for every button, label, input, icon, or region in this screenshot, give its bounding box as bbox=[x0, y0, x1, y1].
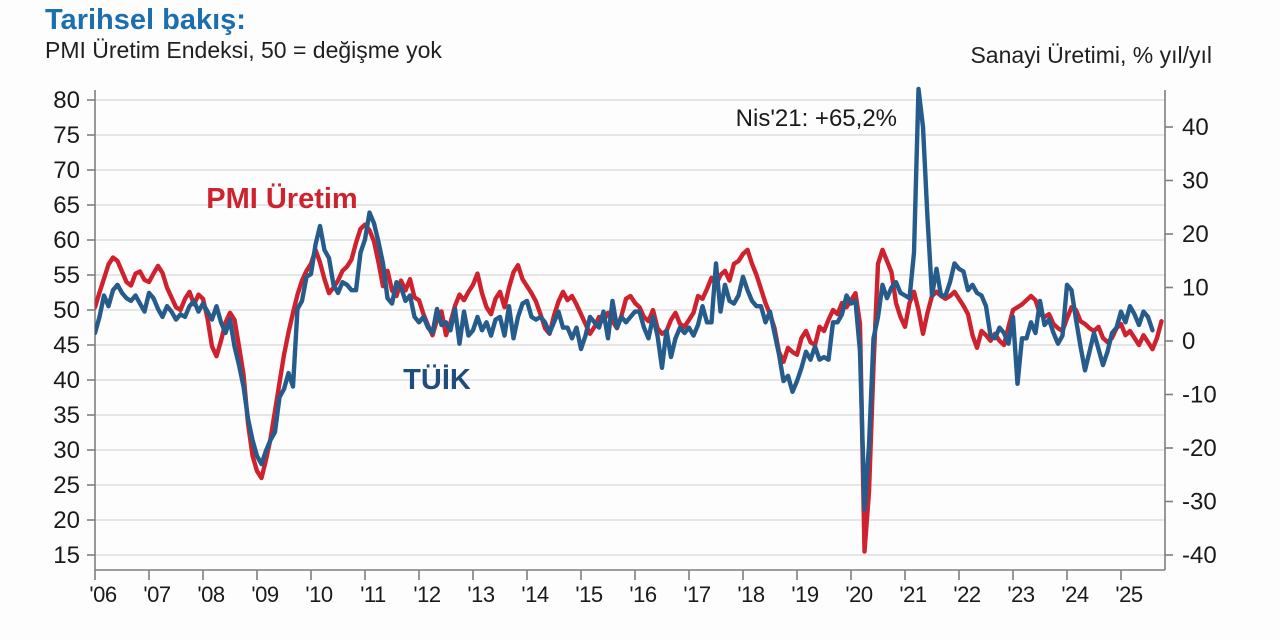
x-axis-tick: '21 bbox=[899, 582, 926, 607]
right-axis-tick: 20 bbox=[1182, 221, 1209, 248]
x-axis-tick: '14 bbox=[521, 582, 548, 607]
x-axis-tick: '11 bbox=[360, 582, 386, 607]
right-axis-tick: 0 bbox=[1182, 328, 1195, 355]
left-axis-tick: 50 bbox=[53, 297, 80, 324]
left-axis-tick: 75 bbox=[53, 122, 80, 149]
left-axis-tick: 60 bbox=[53, 227, 80, 254]
gridlines bbox=[95, 99, 1165, 556]
series-lines bbox=[95, 86, 1164, 554]
x-axis-tick: '17 bbox=[683, 582, 710, 607]
right-axis-tick: -10 bbox=[1182, 382, 1217, 409]
x-axis-tick: '13 bbox=[467, 582, 494, 607]
axis-tick-labels: 80 75 70 65 60 55 50 45 40 35 30 25 20 15 40 30 20 10 0 -10… bbox=[53, 87, 1216, 607]
x-axis-tick: '15 bbox=[575, 582, 602, 607]
x-axis-tick: '22 bbox=[953, 582, 980, 607]
left-axis-tick: 20 bbox=[53, 507, 80, 534]
right-axis-tick: -30 bbox=[1182, 489, 1217, 516]
x-axis-tick: '08 bbox=[197, 582, 224, 607]
series-line-tuik bbox=[95, 86, 1155, 512]
left-axis-tick: 15 bbox=[53, 542, 80, 569]
left-axis-tick: 70 bbox=[53, 157, 80, 184]
left-axis-tick: 45 bbox=[53, 332, 80, 359]
right-axis-tick: -40 bbox=[1182, 542, 1217, 569]
x-axis-tick: '20 bbox=[845, 582, 872, 607]
x-axis-tick: '12 bbox=[413, 582, 440, 607]
left-axis-tick: 25 bbox=[53, 472, 80, 499]
right-axis-tick: 40 bbox=[1182, 114, 1209, 141]
left-axis-subtitle: PMI Üretim Endeksi, 50 = değişme yok bbox=[45, 37, 442, 63]
x-axis-tick: '25 bbox=[1115, 582, 1142, 607]
right-axis-tick: 30 bbox=[1182, 168, 1209, 195]
right-axis-title: Sanayi Üretimi, % yıl/yıl bbox=[970, 42, 1212, 68]
apr21-spike-annotation: Nis'21: +65,2% bbox=[736, 105, 897, 132]
left-axis-tick: 30 bbox=[53, 437, 80, 464]
left-axis-tick: 35 bbox=[53, 402, 80, 429]
left-axis-tick: 40 bbox=[53, 367, 80, 394]
left-axis-tick: 80 bbox=[53, 87, 80, 114]
page-title: Tarihsel bakış: bbox=[45, 4, 246, 36]
x-axis-tick: '19 bbox=[791, 582, 818, 607]
x-axis-tick: '16 bbox=[629, 582, 656, 607]
left-axis-tick: 65 bbox=[53, 192, 80, 219]
tuik-series-label: TÜİK bbox=[403, 363, 471, 396]
right-axis-tick: -20 bbox=[1182, 435, 1217, 462]
x-axis-tick: '10 bbox=[305, 582, 332, 607]
series-line-pmi bbox=[95, 222, 1164, 554]
x-axis-tick: '18 bbox=[737, 582, 764, 607]
pmi-series-label: PMI Üretim bbox=[206, 182, 357, 215]
x-axis-tick: '24 bbox=[1061, 582, 1088, 607]
x-axis-tick: '07 bbox=[143, 582, 170, 607]
x-axis-tick: '06 bbox=[89, 582, 116, 607]
left-axis-tick: 55 bbox=[53, 262, 80, 289]
x-axis-tick: '09 bbox=[251, 582, 278, 607]
x-axis-tick: '23 bbox=[1007, 582, 1034, 607]
right-axis-tick: 10 bbox=[1182, 275, 1209, 302]
